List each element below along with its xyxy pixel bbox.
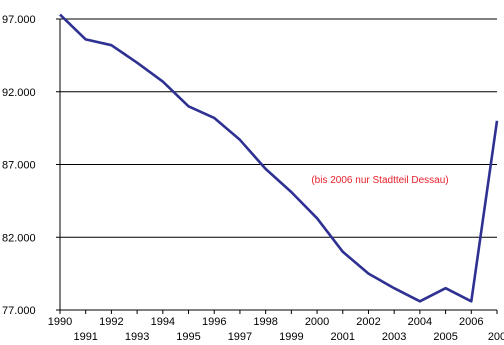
x-tick-label: 2004: [408, 316, 432, 328]
x-tick-label: 2001: [331, 331, 355, 343]
y-tick-label: 77.000: [2, 305, 36, 317]
x-tick-label: 2000: [305, 316, 329, 328]
y-tick-label: 97.000: [2, 14, 36, 26]
y-tick-label: 82.000: [2, 232, 36, 244]
x-tick-label: 1991: [73, 331, 97, 343]
x-tick-labels: 1990 1992 1994 1996 1998 2000 2002 2004 2006 1991…: [48, 316, 504, 343]
y-tick-label: 87.000: [2, 160, 36, 172]
series-line: [59, 13, 499, 303]
y-tick-label: 92.000: [2, 87, 36, 99]
x-tick-label: 1999: [279, 331, 303, 343]
chart-axes: [56, 18, 498, 314]
y-tick-labels: 77.000 82.000 87.000 92.000 97.000: [2, 14, 36, 317]
x-tick-label: 2003: [382, 331, 406, 343]
chart-annotation: (bis 2006 nur Stadtteil Dessau): [311, 175, 448, 186]
x-tick-label: 1995: [176, 331, 200, 343]
x-tick-label: 1998: [253, 316, 277, 328]
x-tick-label: 1997: [228, 331, 252, 343]
x-tick-label: 2006: [459, 316, 483, 328]
gridlines: [60, 18, 497, 238]
x-tick-label: 1996: [202, 316, 226, 328]
x-tick-label: 1994: [151, 316, 175, 328]
x-tick-label: 200: [488, 331, 504, 343]
x-tick-label: 1993: [125, 331, 149, 343]
x-tick-label: 1990: [48, 316, 72, 328]
x-tick-label: 2002: [356, 316, 380, 328]
x-tick-label: 1992: [99, 316, 123, 328]
x-tick-label: 2005: [433, 331, 457, 343]
